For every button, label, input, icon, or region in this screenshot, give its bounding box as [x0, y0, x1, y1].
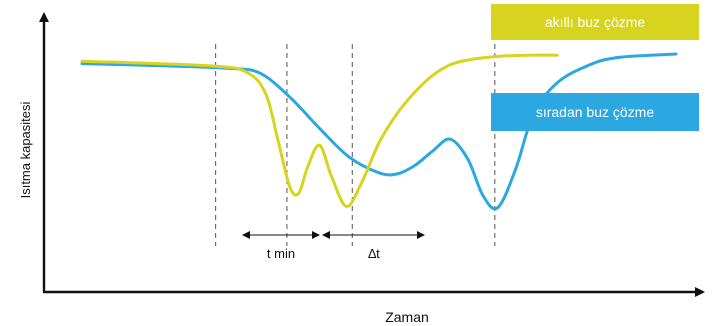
legend-normal-defrost-label: sıradan buz çözme: [535, 104, 655, 120]
series-lines: [80, 52, 678, 211]
normal-defrost-line: [80, 52, 678, 211]
t-min-label: t min: [267, 246, 295, 261]
y-axis-label: Isıtma kapasitesi: [18, 101, 33, 198]
legend-smart-defrost-label: akıllı buz çözme: [544, 14, 646, 30]
legend-normal-defrost: sıradan buz çözme: [491, 93, 699, 131]
guide-lines: [215, 44, 496, 246]
smart-defrost-line: [80, 53, 559, 208]
x-axis-label: Zaman: [385, 309, 429, 325]
legend-smart-defrost: akıllı buz çözme: [491, 4, 699, 40]
delta-t-label: ∆t: [368, 246, 380, 261]
